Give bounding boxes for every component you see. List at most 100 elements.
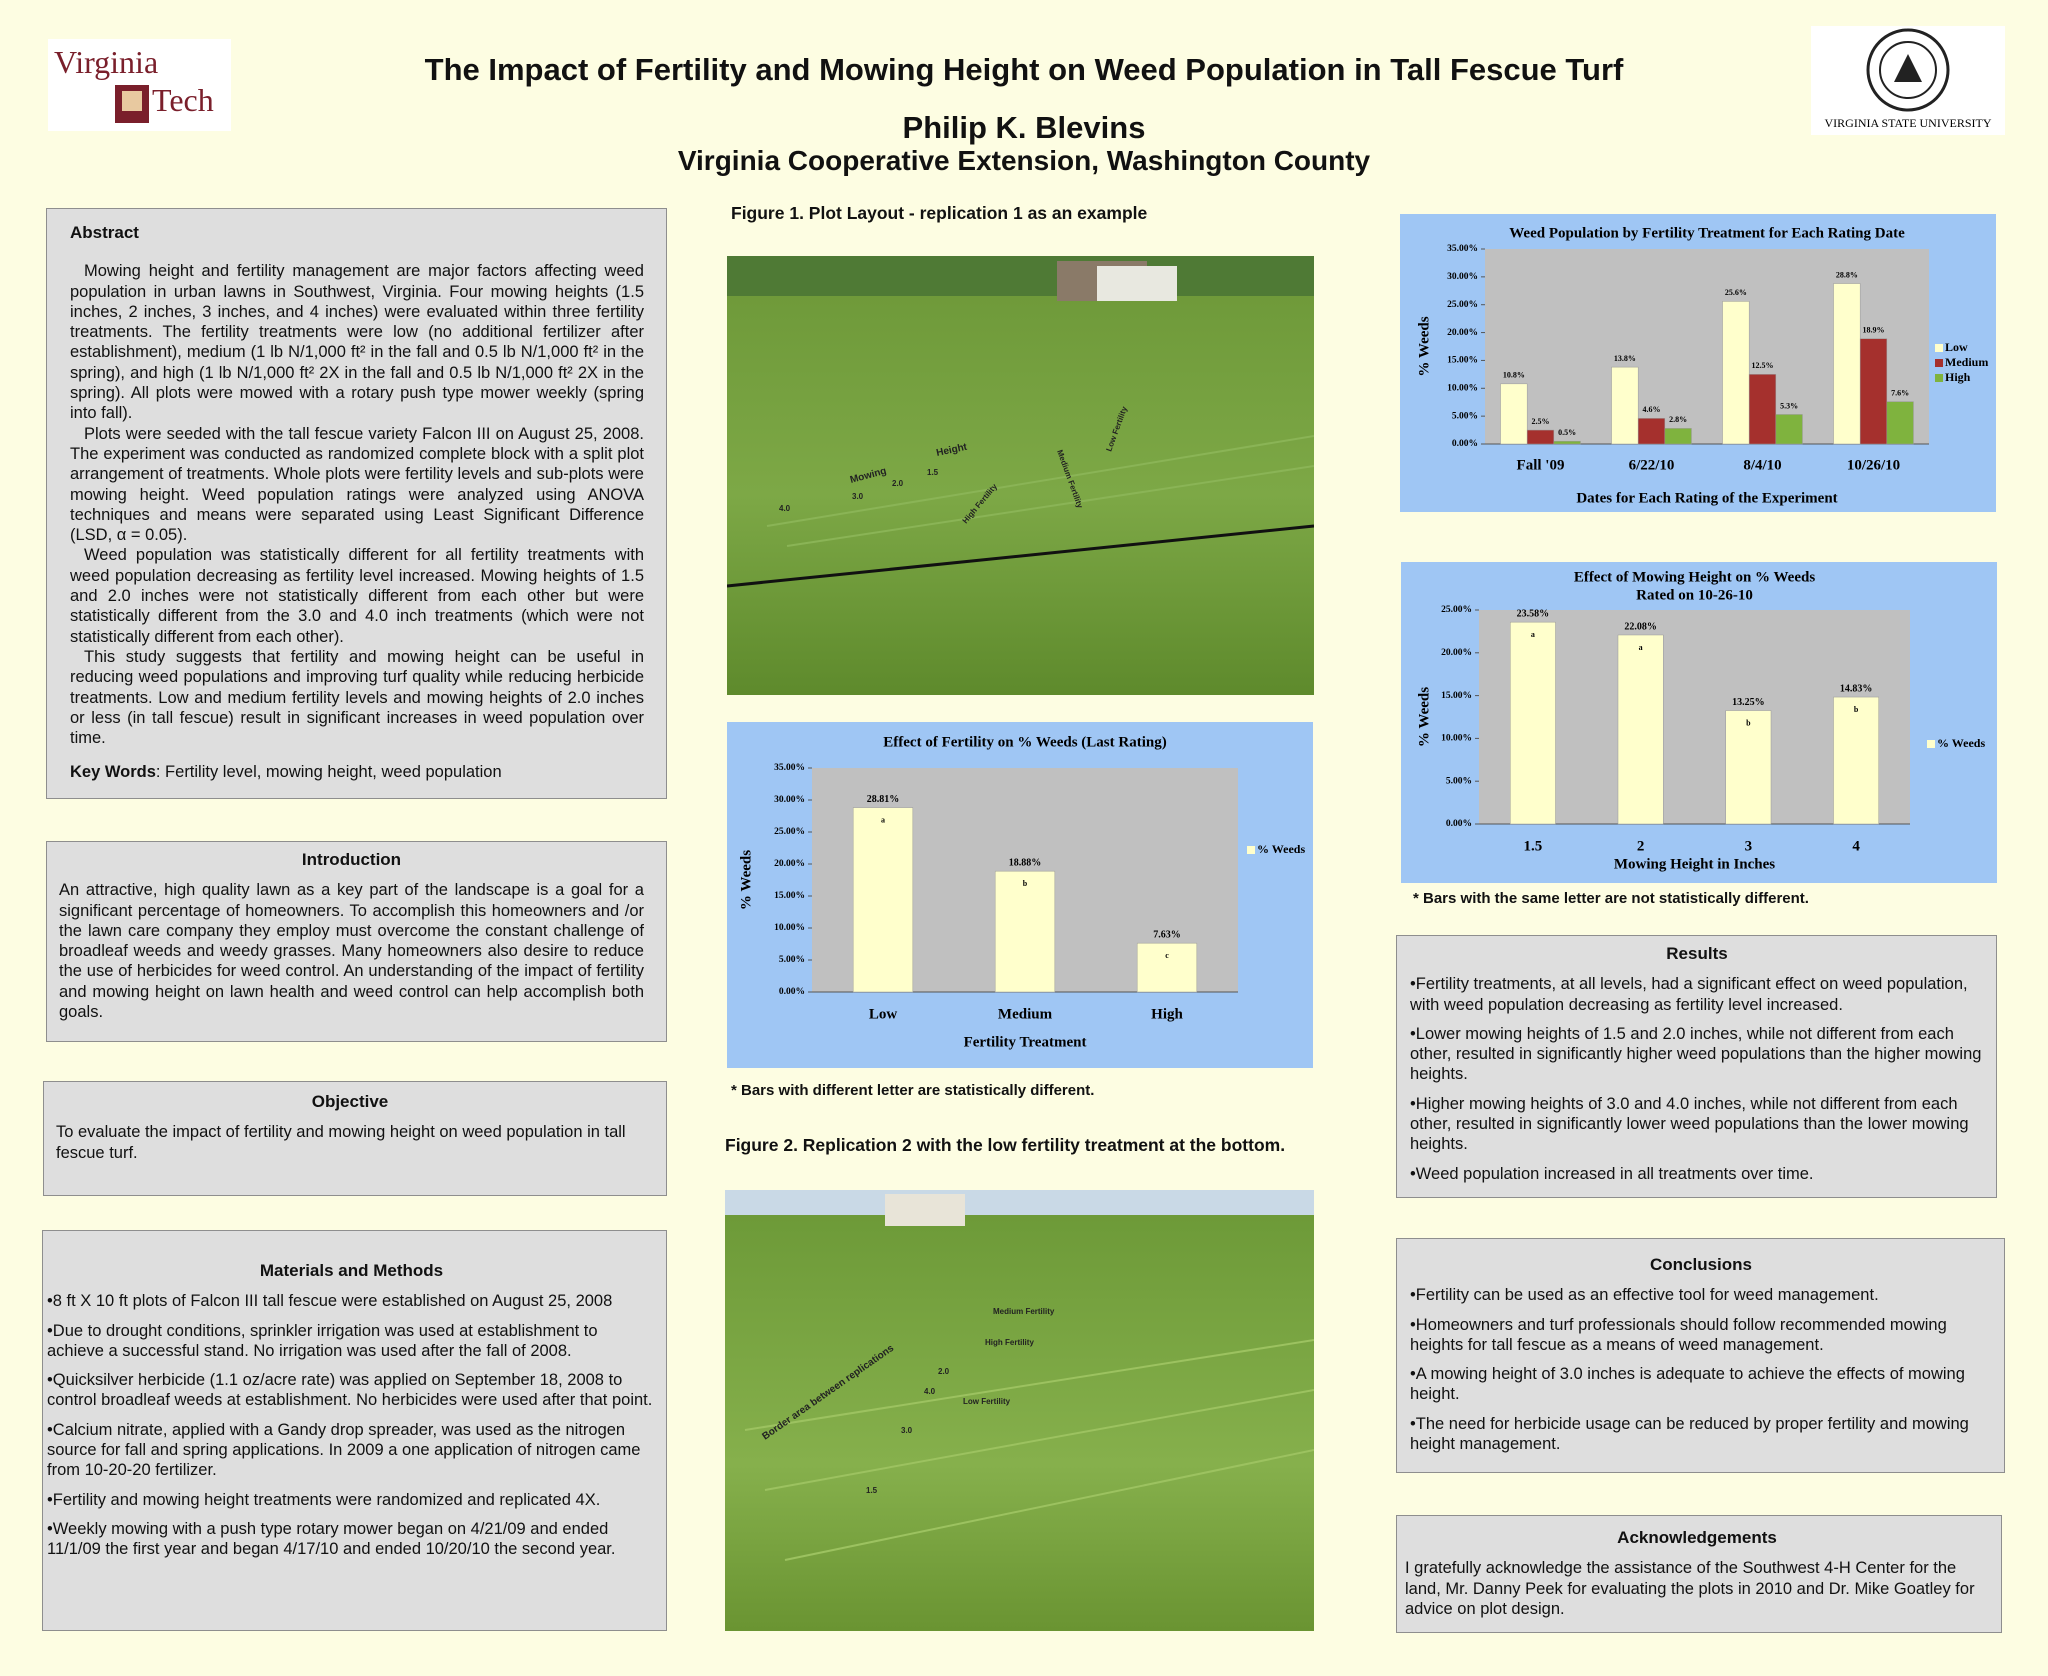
logo-caption: VIRGINIA STATE UNIVERSITY xyxy=(1824,116,1991,130)
y-tick-label: 30.00% xyxy=(774,795,805,805)
bar xyxy=(1886,401,1914,445)
list-item: •Weed population increased in all treatm… xyxy=(1410,1164,1814,1183)
heading: Abstract xyxy=(70,223,139,242)
bar xyxy=(1136,942,1198,993)
chart-title: Effect of Fertility on % Weeds (Last Rat… xyxy=(883,734,1166,750)
seal xyxy=(1866,28,1950,112)
x-axis-label: Dates for Each Rating of the Experiment xyxy=(1576,490,1837,506)
paragraph: An attractive, high quality lawn as a ke… xyxy=(59,881,644,1022)
bar xyxy=(994,870,1056,993)
logo-text: Tech xyxy=(152,82,214,118)
keywords-label: Key Words xyxy=(70,763,156,782)
y-tick-label: 5.00% xyxy=(779,955,805,965)
chart-subtitle: Rated on 10-26-10 xyxy=(1636,587,1753,603)
paragraph: To evaluate the impact of fertility and … xyxy=(56,1123,626,1162)
paragraph: This study suggests that fertility and m… xyxy=(70,647,644,748)
significance-letter: b xyxy=(1854,705,1859,714)
value-label: 28.8% xyxy=(1836,270,1858,279)
value-label: 10.8% xyxy=(1503,371,1525,380)
y-tick-label: 10.00% xyxy=(774,923,805,933)
significance-letter: a xyxy=(1531,630,1535,639)
significance-letter: b xyxy=(1746,718,1751,727)
x-tick-label: 3 xyxy=(1745,838,1753,854)
x-tick-label: Low xyxy=(869,1006,898,1022)
vsu-logo: VIRGINIA STATE UNIVERSITY xyxy=(1811,26,2005,135)
bar xyxy=(1611,366,1639,445)
value-label: 25.6% xyxy=(1725,288,1747,297)
list-item: •8 ft X 10 ft plots of Falcon III tall f… xyxy=(47,1292,613,1311)
significance-letter: a xyxy=(1639,643,1643,652)
legend-label: High xyxy=(1945,370,1971,384)
legend-swatch xyxy=(1247,846,1255,854)
y-tick-label: 20.00% xyxy=(1441,648,1472,658)
chart-note: * Bars with different letter are statist… xyxy=(731,1082,1095,1099)
plot-line xyxy=(744,1339,1314,1561)
paragraph: I gratefully acknowledge the assistance … xyxy=(1405,1559,1975,1618)
list-item: •Lower mowing heights of 1.5 and 2.0 inc… xyxy=(1410,1024,1982,1084)
photo-label: 4.0 xyxy=(924,1387,936,1396)
x-tick-label: 8/4/10 xyxy=(1743,457,1781,473)
list: •Fertility treatments, at all levels, ha… xyxy=(1410,974,1984,1184)
list-item: •Due to drought conditions, sprinkler ir… xyxy=(47,1321,598,1360)
introduction-box: Introduction An attractive, high quality… xyxy=(46,841,667,1042)
results-box: Results •Fertility treatments, at all le… xyxy=(1396,935,1997,1198)
hose xyxy=(727,524,1314,588)
y-axis-label: % Weeds xyxy=(1416,687,1432,747)
y-tick-label: 15.00% xyxy=(1447,356,1478,366)
y-tick-label: 25.00% xyxy=(1447,300,1478,310)
legend-label: Medium xyxy=(1945,355,1988,369)
heading: Introduction xyxy=(301,850,402,869)
conclusions-box: Conclusions •Fertility can be used as an… xyxy=(1396,1238,2005,1473)
chart-by-date: Weed Population by Fertility Treatment f… xyxy=(1400,214,1996,512)
photo-label: 1.5 xyxy=(927,468,939,477)
value-label: 13.8% xyxy=(1614,354,1636,363)
y-tick-label: 35.00% xyxy=(774,763,805,773)
legend-swatch xyxy=(1935,344,1943,352)
x-axis-label: Mowing Height in Inches xyxy=(1614,856,1775,872)
photo-label: 2.0 xyxy=(938,1367,950,1376)
chart-title: Weed Population by Fertility Treatment f… xyxy=(1509,225,1905,241)
paragraph: Mowing height and fertility management a… xyxy=(70,262,644,423)
list-item: •Quicksilver herbicide (1.1 oz/acre rate… xyxy=(47,1371,653,1410)
x-tick-label: Medium xyxy=(998,1006,1053,1022)
legend-swatch xyxy=(1927,740,1935,748)
photo-label: 4.0 xyxy=(779,504,791,513)
x-tick-label: High xyxy=(1151,1006,1183,1022)
list-item: •Fertility and mowing height treatments … xyxy=(47,1490,601,1509)
bar xyxy=(1617,634,1664,825)
value-label: 28.81% xyxy=(867,794,900,805)
legend-swatch xyxy=(1935,374,1943,382)
value-label: 4.6% xyxy=(1643,405,1661,414)
y-tick-label: 20.00% xyxy=(774,859,805,869)
value-label: 2.5% xyxy=(1532,417,1550,426)
y-tick-label: 0.00% xyxy=(779,987,805,997)
list-item: •Fertility treatments, at all levels, ha… xyxy=(1410,975,1968,1014)
x-tick-label: 6/22/10 xyxy=(1629,457,1675,473)
title: The Impact of Fertility and Mowing Heigh… xyxy=(424,52,1624,87)
x-tick-label: 10/26/10 xyxy=(1847,457,1900,473)
seal xyxy=(1879,41,1937,99)
list: •Fertility can be used as an effective t… xyxy=(1410,1285,1992,1454)
keywords: Key Words: Fertility level, mowing heigh… xyxy=(70,762,644,782)
value-label: 23.58% xyxy=(1517,608,1550,619)
value-label: 12.5% xyxy=(1752,361,1774,370)
plot-line xyxy=(766,435,1314,547)
value-label: 13.25% xyxy=(1732,697,1765,708)
y-tick-label: 5.00% xyxy=(1452,411,1478,421)
bar xyxy=(1833,696,1880,825)
heading: Results xyxy=(1666,944,1728,963)
list-item: •A mowing height of 3.0 inches is adequa… xyxy=(1410,1365,1965,1404)
photo-label: 2.0 xyxy=(892,479,904,488)
y-tick-label: 5.00% xyxy=(1446,776,1472,786)
methods-box: Materials and Methods •8 ft X 10 ft plot… xyxy=(42,1230,667,1631)
significance-letter: a xyxy=(881,815,885,824)
list-item: •Homeowners and turf professionals shoul… xyxy=(1410,1315,1947,1354)
bar xyxy=(852,807,914,993)
y-tick-label: 15.00% xyxy=(774,891,805,901)
chart-fertility: Effect of Fertility on % Weeds (Last Rat… xyxy=(727,722,1313,1068)
chart-mowing: Effect of Mowing Height on % Weeds Rated … xyxy=(1401,562,1997,883)
value-label: 5.3% xyxy=(1780,401,1798,410)
value-label: 7.63% xyxy=(1153,929,1181,940)
affiliation: Virginia Cooperative Extension, Washingt… xyxy=(677,145,1371,176)
